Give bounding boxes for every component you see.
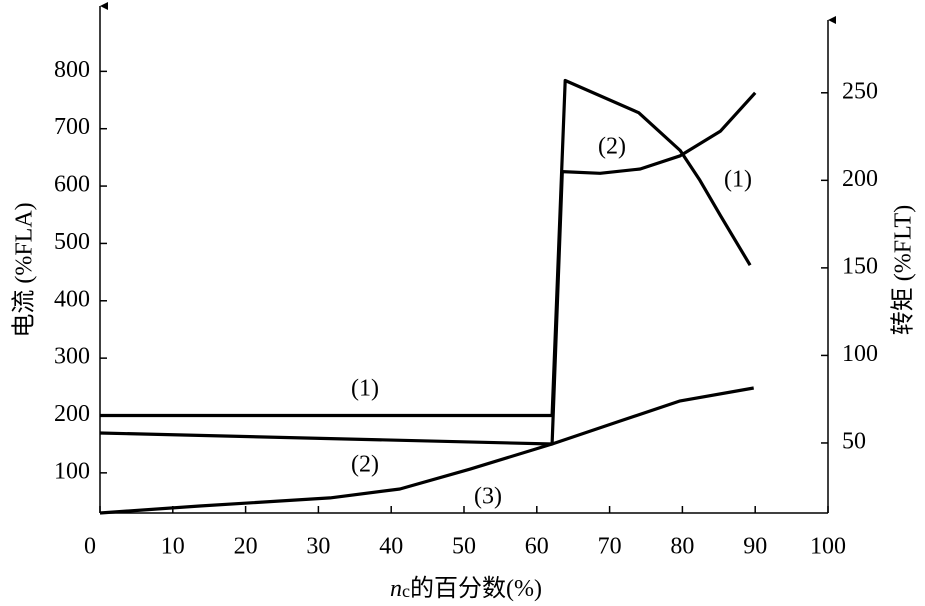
y-tick-label: 500	[54, 229, 90, 255]
y-tick-label: 700	[54, 114, 90, 140]
x-tick-label: 100	[810, 534, 846, 560]
x-tick-label: 60	[525, 534, 549, 560]
x-tick-label: 10	[161, 534, 185, 560]
y-tick-label: 300	[54, 344, 90, 370]
curve	[99, 91, 757, 446]
x-tick-label: 90	[743, 534, 767, 560]
y2-tick-label: 50	[842, 428, 866, 454]
x-tick-label: 30	[306, 534, 330, 560]
y2-tick-label: 150	[842, 253, 878, 279]
x-tick-label: 0	[84, 534, 96, 560]
x-axis-title: nc的百分数(%)	[390, 575, 542, 602]
x-axis-title-var: n	[390, 576, 402, 602]
curve-label: (1)	[351, 376, 379, 402]
curve	[100, 78, 752, 418]
y2-tick-label: 100	[842, 341, 878, 367]
y-tick-label: 600	[54, 172, 90, 198]
curve-label: (3)	[474, 484, 502, 510]
x-tick-label: 40	[379, 534, 403, 560]
x-axis-title-sub: c	[402, 581, 410, 601]
y-axis-title: 电流 (%FLA)	[11, 202, 38, 337]
x-tick-label: 50	[452, 534, 476, 560]
x-tick-label: 70	[598, 534, 622, 560]
y2-tick-label: 200	[842, 166, 878, 192]
y-tick-label: 100	[54, 458, 90, 484]
x-tick-label: 20	[234, 534, 258, 560]
curve	[99, 386, 754, 515]
y-tick-label: 800	[54, 57, 90, 83]
y-tick-label: 200	[54, 401, 90, 427]
y2-tick-label: 250	[842, 78, 878, 104]
x-axis-title-text: 的百分数(%)	[410, 575, 542, 602]
curve-label: (2)	[351, 452, 379, 478]
y2-axis-title: 转矩 (%FLT)	[890, 205, 917, 335]
curve-label: (2)	[598, 134, 626, 160]
curve-label: (1)	[724, 167, 752, 193]
x-tick-label: 80	[670, 534, 694, 560]
y-tick-label: 400	[54, 286, 90, 312]
